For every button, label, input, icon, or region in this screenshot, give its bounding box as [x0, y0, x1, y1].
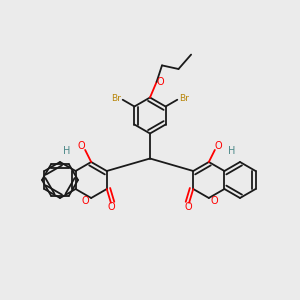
Text: H: H	[63, 146, 70, 156]
Text: O: O	[108, 202, 115, 212]
Text: Br: Br	[111, 94, 121, 103]
Text: O: O	[214, 141, 222, 151]
Text: Br: Br	[179, 94, 189, 103]
Text: O: O	[157, 76, 165, 87]
Text: O: O	[185, 202, 192, 212]
Text: O: O	[210, 196, 218, 206]
Text: H: H	[228, 146, 235, 156]
Text: O: O	[82, 196, 90, 206]
Text: O: O	[78, 141, 86, 151]
